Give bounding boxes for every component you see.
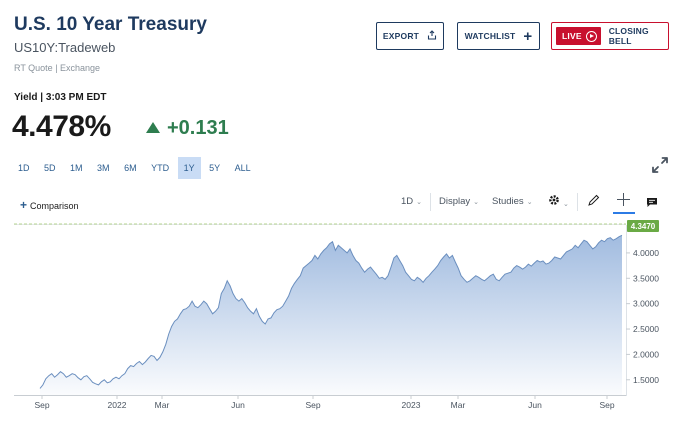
plus-icon: + [523,27,533,45]
export-button[interactable]: EXPORT [376,22,444,50]
toolbar-divider [577,193,578,211]
y-axis-ticks: 4.0000 3.5000 3.0000 2.5000 2.0000 1.5000 [626,248,659,385]
display-label: Display [439,196,471,207]
last-price: 4.478% [12,110,111,143]
y-tick-label: 2.5000 [633,324,659,334]
crosshair-icon[interactable] [617,193,630,211]
chevron-down-icon: ⌄ [563,201,569,208]
x-tick-label: Mar [451,400,466,410]
x-tick-label: 2023 [402,400,421,410]
x-tick-label: Mar [155,400,170,410]
up-arrow-icon [146,122,160,133]
chevron-down-icon: ⌄ [473,199,480,206]
area-fill [40,235,622,395]
range-5d[interactable]: 5D [44,163,56,173]
comment-icon[interactable] [646,195,658,213]
symbol-label: US10Y:Tradeweb [14,40,116,55]
chevron-down-icon: ⌄ [416,199,423,206]
share-icon [427,30,437,42]
range-selector: 1D 5D 1M 3M 6M YTD 1Y 5Y ALL [12,157,259,179]
range-6m[interactable]: 6M [124,163,137,173]
display-dropdown[interactable]: Display ⌄ [439,196,479,207]
range-1d[interactable]: 1D [18,163,30,173]
y-tick-label: 3.0000 [633,299,659,309]
price-change: +0.131 [167,117,229,139]
x-tick-label: Jun [231,400,245,410]
x-tick-label: Sep [305,400,320,410]
play-icon [585,30,597,42]
current-value-tag: 4.3470 [627,220,659,232]
range-1y[interactable]: 1Y [177,157,201,179]
export-label: EXPORT [382,31,420,41]
live-badge: LIVE [556,27,601,45]
plus-icon: + [20,198,28,212]
yield-timestamp: Yield | 3:03 PM EDT [14,92,107,103]
range-5y[interactable]: 5Y [209,163,221,173]
gear-icon [549,195,559,205]
watchlist-label: WATCHLIST [464,31,516,41]
quote-source: RT Quote | Exchange [14,63,101,73]
x-tick-label: 2022 [108,400,127,410]
settings-dropdown[interactable]: ⌄ [548,194,569,209]
chevron-down-icon: ⌄ [526,199,533,206]
x-tick-label: Jun [528,400,542,410]
studies-dropdown[interactable]: Studies ⌄ [492,196,533,207]
page-title: U.S. 10 Year Treasury [14,14,207,35]
y-tick-label: 1.5000 [633,375,659,385]
y-tick-label: 4.0000 [633,248,659,258]
interval-label: 1D [401,196,414,207]
range-ytd[interactable]: YTD [151,163,170,173]
crosshair-active-indicator [613,212,635,214]
closing-bell-label: CLOSING BELL [608,26,649,46]
range-all[interactable]: ALL [234,163,251,173]
x-tick-label: Sep [599,400,614,410]
x-axis-ticks: Sep 2022 Mar Jun Sep 2023 Mar Jun Sep [34,395,615,410]
range-1m[interactable]: 1M [70,163,83,173]
closing-bell-button[interactable]: LIVE CLOSING BELL [551,22,669,50]
comparison-label: Comparison [30,201,79,211]
range-3m[interactable]: 3M [97,163,110,173]
x-tick-label: Sep [34,400,49,410]
expand-icon[interactable] [651,156,669,174]
pencil-icon[interactable] [587,194,600,212]
series-line [39,234,623,389]
y-tick-label: 2.0000 [633,349,659,359]
watchlist-button[interactable]: WATCHLIST + [457,22,540,50]
comparison-button[interactable]: + Comparison [20,198,79,212]
y-tick-label: 3.5000 [633,273,659,283]
live-label: LIVE [562,31,582,41]
studies-label: Studies [492,196,524,207]
interval-dropdown[interactable]: 1D ⌄ [401,196,422,207]
yield-chart[interactable]: Sep 2022 Mar Jun Sep 2023 Mar Jun Sep 4.0000 3.50… [0,213,680,427]
toolbar-divider [430,193,431,211]
